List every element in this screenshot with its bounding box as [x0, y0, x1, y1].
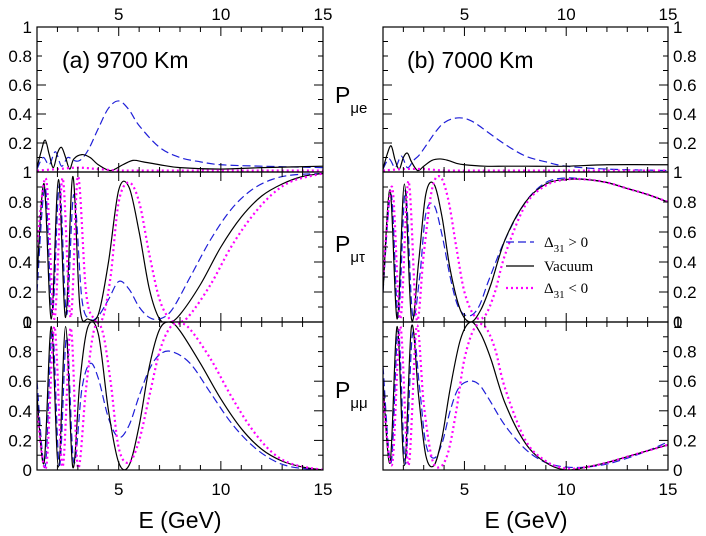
column-title-b: (b) 7000 Km — [407, 47, 534, 73]
x-tick-label-top: 5 — [460, 5, 469, 24]
x-tick-label-bottom: 10 — [557, 480, 576, 499]
series-vacuum-p-mu-mu-b — [383, 322, 668, 470]
row-label-p-mu-e: Pμe — [335, 82, 367, 117]
series-vacuum-p-mu-mu-a — [37, 322, 323, 470]
y-tick-label: 0.6 — [8, 372, 32, 391]
panel-frame — [36, 321, 324, 471]
column-a-9700km: (a) 9700 Km 0.20.40.60.8100.20.40.60.810… — [8, 5, 332, 499]
y-tick-label: 1 — [23, 313, 32, 332]
panel-p-mu-mu-a: 0 0.2 0.4 0.6 0.8 1 — [8, 313, 324, 480]
series-vacuum-p-mu-tau-a — [37, 172, 323, 322]
series-negative-p-mu-e-b — [383, 167, 668, 172]
x-tick-label-bottom: 15 — [659, 480, 678, 499]
panel-p-mu-e-b: 0.2 0.4 0.6 0.8 1 — [382, 18, 697, 173]
series-positive-p-mu-e-a — [37, 100, 323, 170]
x-tick-label-bottom: 10 — [211, 480, 230, 499]
legend-label-negative-rest: < 0 — [565, 281, 588, 297]
legend-label-positive-sub: 31 — [554, 243, 565, 255]
column-title-a: (a) 9700 Km — [62, 47, 189, 73]
y-tick-label: 0.6 — [8, 223, 32, 242]
series-vacuum-p-mu-e-b — [383, 145, 668, 172]
y-tick-label: 0.2 — [8, 283, 32, 302]
y-tick-label: 0.4 — [673, 105, 697, 124]
y-tick-label: 0.6 — [673, 372, 697, 391]
series-positive-p-mu-mu-b — [383, 328, 668, 469]
legend-label-vacuum: Vacuum — [544, 259, 593, 275]
y-tick-label: 0.2 — [673, 283, 697, 302]
y-tick-label: 1 — [23, 18, 32, 37]
row-label-p-mu-mu: Pμμ — [335, 377, 368, 412]
legend-label-negative: Δ31 < 0 — [544, 281, 588, 301]
x-tick-label-bottom: 15 — [314, 480, 333, 499]
series-negative-p-mu-mu-b — [383, 322, 668, 470]
series-positive-p-mu-tau-a — [37, 172, 323, 321]
series-negative-p-mu-tau-b — [383, 175, 668, 322]
y-tick-label: 0.8 — [673, 343, 697, 362]
y-tick-label: 0.8 — [673, 193, 697, 212]
row-label-p-mu-mu-sub: μμ — [350, 395, 367, 412]
y-tick-label: 0.2 — [673, 431, 697, 450]
x-tick-label-top: 5 — [114, 5, 123, 24]
x-tick-label-top: 10 — [211, 5, 230, 24]
legend-label-positive-main: Δ — [544, 235, 554, 251]
panel-frame — [382, 321, 669, 471]
column-b-7000km: (b) 7000 Km 0.20.40.60.8100.20.40.60.810… — [382, 5, 697, 499]
y-tick-label: 0.4 — [8, 253, 32, 272]
y-tick-label: 0.6 — [673, 76, 697, 95]
series-positive-p-mu-tau-b — [383, 177, 668, 319]
y-tick-label: 0.8 — [673, 47, 697, 66]
series-negative-p-mu-mu-a — [37, 322, 323, 470]
legend-label-vacuum-main: Vacuum — [544, 259, 593, 275]
x-tick-label-top: 15 — [659, 5, 678, 24]
y-tick-label: 0.8 — [8, 193, 32, 212]
y-tick-label: 0.4 — [8, 105, 32, 124]
x-tick-label-bottom: 5 — [114, 480, 123, 499]
series-vacuum-p-mu-tau-b — [383, 178, 668, 322]
legend-label-positive-rest: > 0 — [565, 235, 588, 251]
y-tick-label: 1 — [673, 18, 682, 37]
x-axis-title-a: E (GeV) — [138, 507, 221, 533]
series-negative-p-mu-tau-a — [37, 172, 323, 322]
row-label-p-mu-e-main: P — [335, 82, 350, 108]
panel-p-mu-tau-b: 0 0.2 0.4 0.6 0.8 1 — [382, 163, 697, 332]
x-tick-label-top: 10 — [557, 5, 576, 24]
y-tick-label: 0.4 — [673, 402, 697, 421]
series-vacuum-p-mu-e-a — [37, 139, 323, 172]
series-positive-p-mu-e-b — [383, 117, 668, 172]
y-tick-label: 0 — [673, 313, 682, 332]
y-tick-label: 0.4 — [673, 253, 697, 272]
y-tick-label: 1 — [23, 163, 32, 182]
x-tick-label-top: 15 — [314, 5, 333, 24]
x-axis-title-b: E (GeV) — [484, 507, 567, 533]
legend-label-positive: Δ31 > 0 — [544, 235, 588, 255]
y-tick-label: 0 — [23, 313, 32, 332]
legend-label-negative-sub: 31 — [554, 289, 565, 301]
y-tick-label: 1 — [673, 163, 682, 182]
y-tick-label: 0 — [673, 461, 682, 480]
row-label-p-mu-e-sub: μe — [350, 100, 367, 117]
legend: Δ31 > 0 Vacuum Δ31 < 0 — [506, 235, 593, 301]
y-tick-label: 0.4 — [8, 402, 32, 421]
series-positive-p-mu-mu-a — [37, 328, 323, 470]
y-tick-label: 0.2 — [8, 134, 32, 153]
y-tick-label: 1 — [673, 313, 682, 332]
y-tick-label: 0.2 — [673, 134, 697, 153]
row-label-p-mu-mu-main: P — [335, 377, 350, 403]
y-tick-label: 0.6 — [8, 76, 32, 95]
panel-p-mu-tau-a: 0 0.2 0.4 0.6 0.8 1 — [8, 163, 324, 332]
panel-p-mu-e-a: 0.2 0.4 0.6 0.8 1 — [8, 18, 324, 173]
y-tick-label: 0.8 — [8, 343, 32, 362]
y-tick-label: 0.2 — [8, 431, 32, 450]
y-tick-label: 0.8 — [8, 47, 32, 66]
panel-p-mu-mu-b: 0 0.2 0.4 0.6 0.8 1 — [382, 313, 697, 480]
row-label-p-mu-tau-main: P — [335, 231, 350, 257]
y-tick-label: 0.6 — [673, 223, 697, 242]
y-tick-label: 0 — [23, 461, 32, 480]
row-label-p-mu-tau: Pμτ — [335, 231, 365, 266]
row-label-p-mu-tau-sub: μτ — [350, 249, 365, 266]
series-negative-p-mu-e-a — [37, 166, 323, 172]
x-tick-label-bottom: 5 — [460, 480, 469, 499]
legend-label-negative-main: Δ — [544, 281, 554, 297]
